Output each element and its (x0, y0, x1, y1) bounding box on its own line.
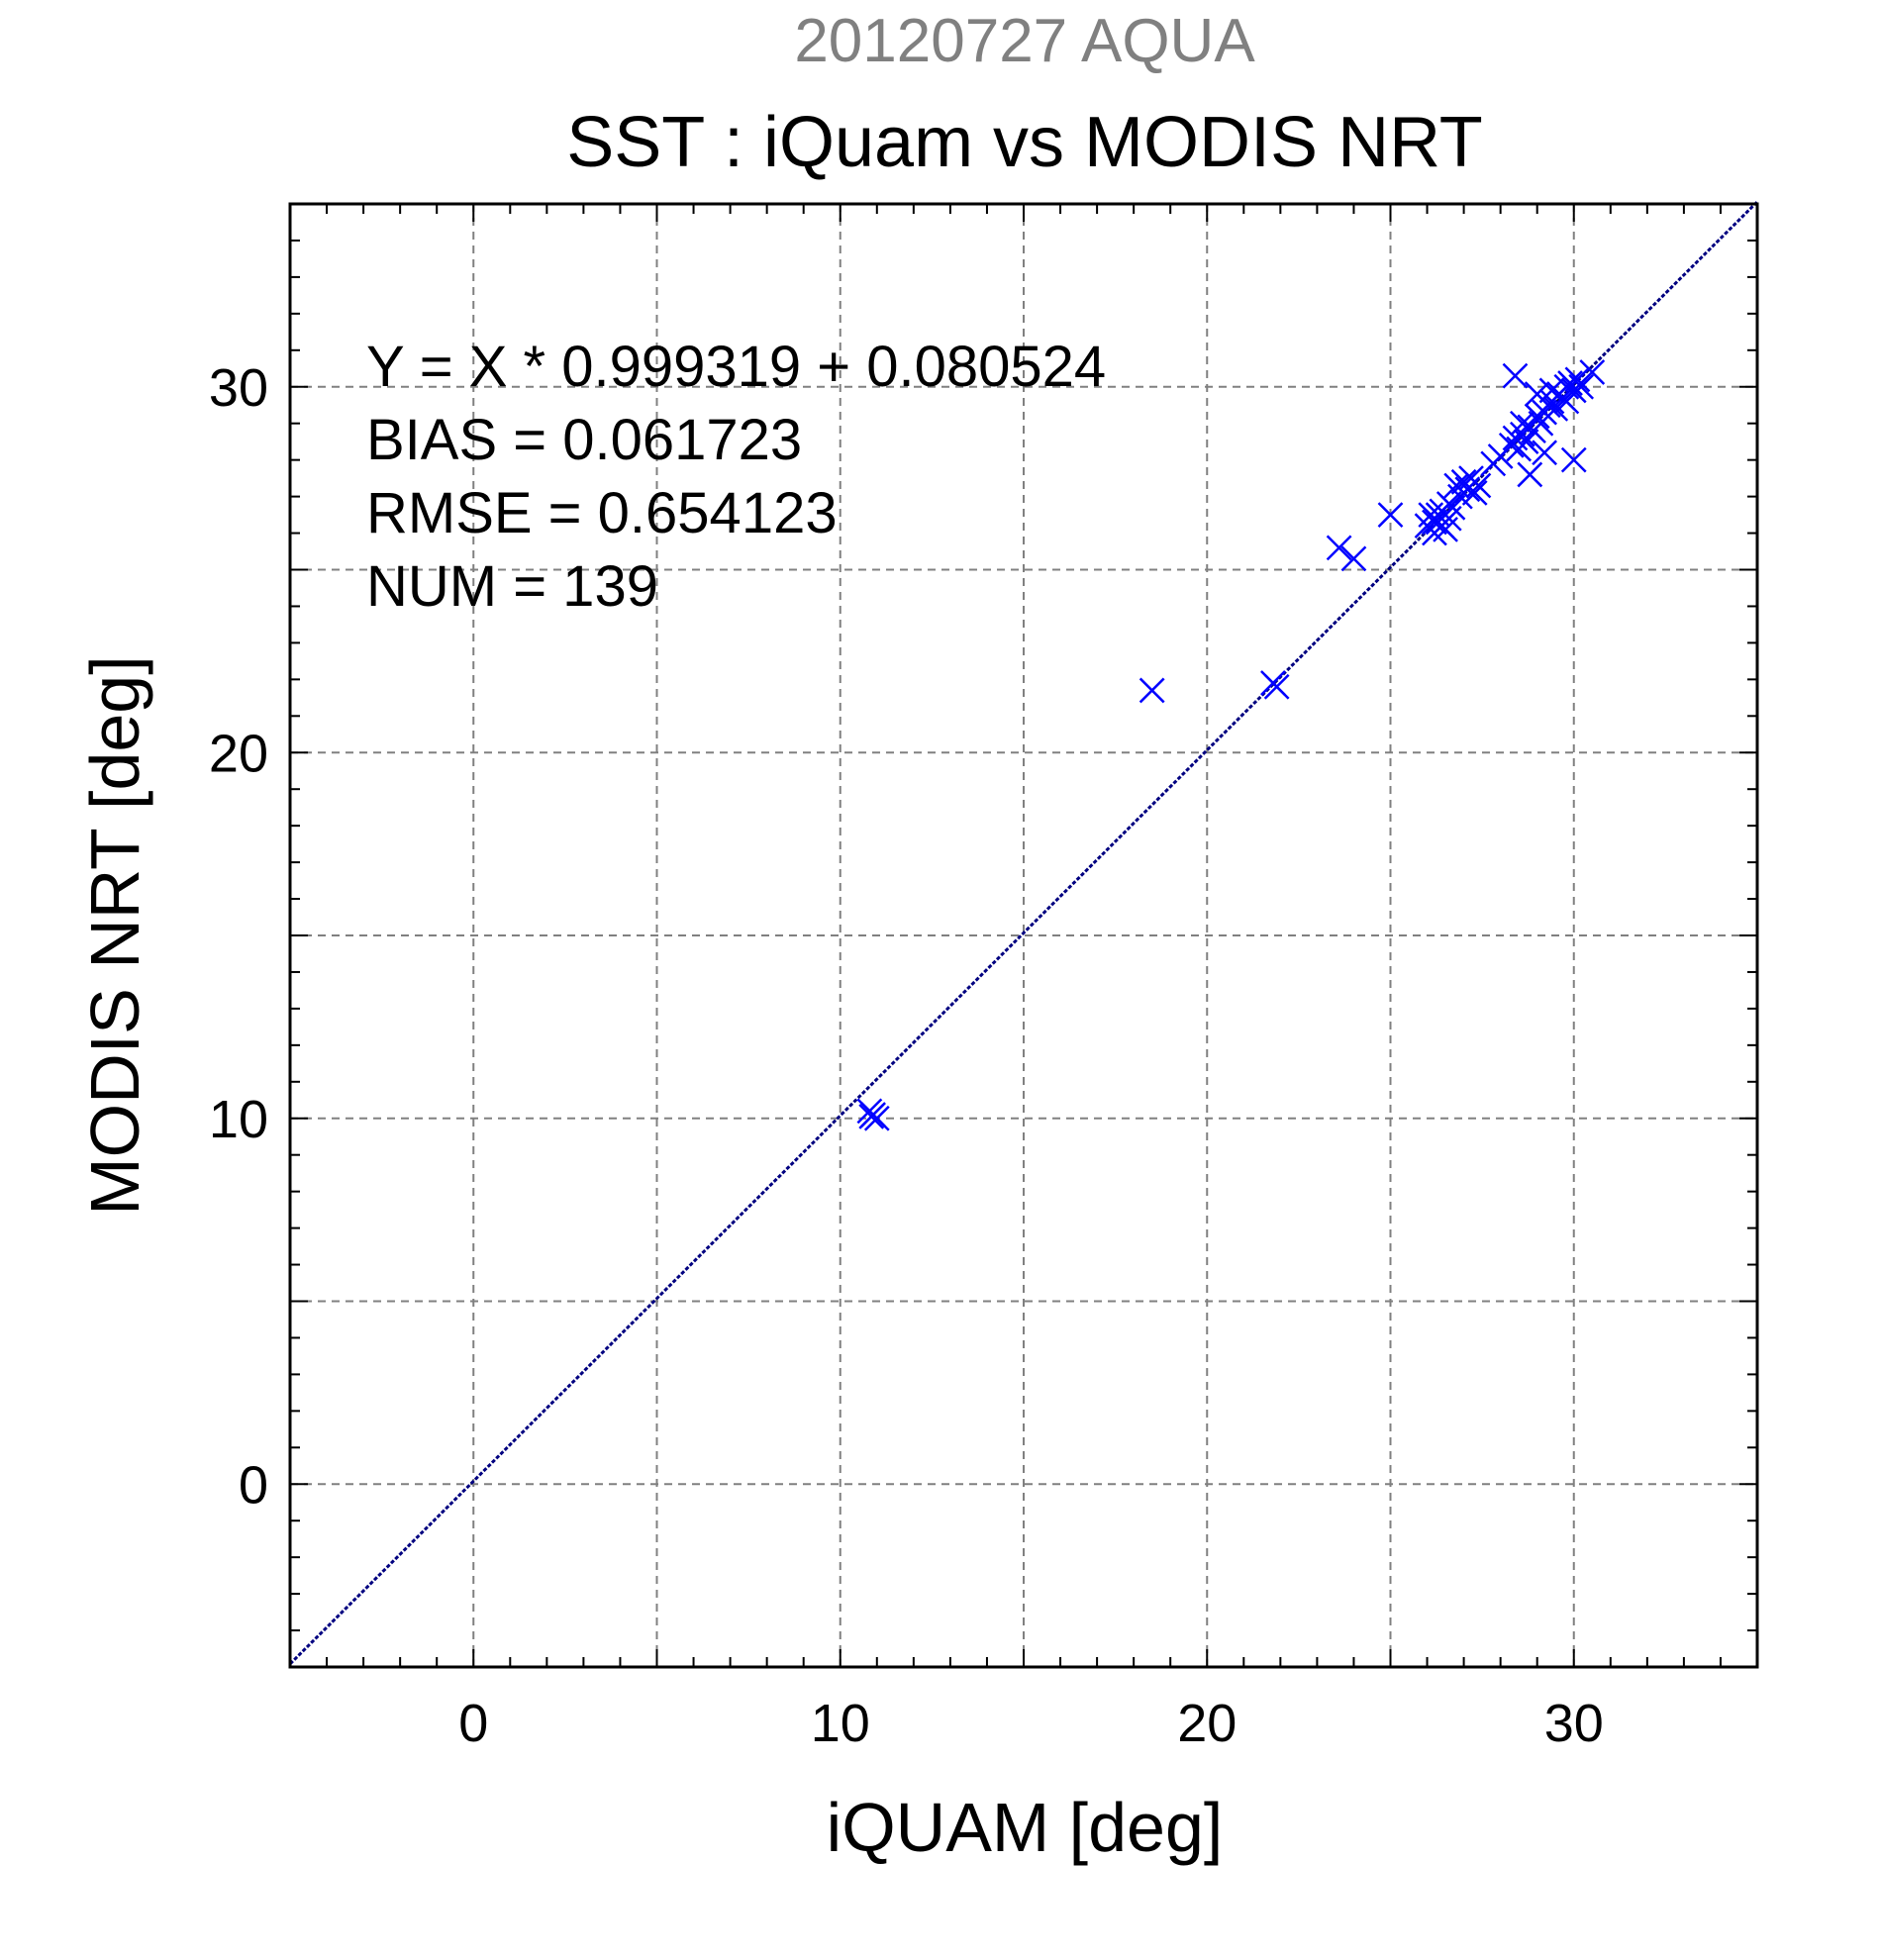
stat-rmse: RMSE = 0.654123 (366, 481, 838, 545)
data-point-stroke (1524, 381, 1550, 408)
data-point-stroke (863, 1105, 890, 1131)
data-point-stroke (1517, 461, 1543, 488)
data-point (1422, 509, 1447, 536)
data-point-stroke (1429, 513, 1455, 539)
data-point-stroke (1461, 480, 1488, 506)
data-point (1564, 366, 1591, 393)
data-point (1509, 410, 1535, 437)
data-point (1532, 440, 1557, 466)
data-point (1524, 381, 1550, 408)
data-point (1560, 446, 1587, 473)
data-point-stroke (1579, 359, 1606, 385)
x-tick-label: 20 (1177, 1694, 1237, 1753)
data-point-stroke (1509, 410, 1535, 437)
y-axis-label: MODIS NRT [deg] (76, 655, 153, 1215)
x-tick-label: 10 (811, 1694, 870, 1753)
stat-fit-equation: Y = X * 0.999319 + 0.080524 (366, 335, 1106, 399)
data-point (1517, 461, 1543, 488)
data-point (1538, 377, 1565, 404)
data-point (1377, 502, 1404, 528)
data-point (858, 1104, 885, 1129)
data-point-stroke (1138, 677, 1165, 704)
data-point-stroke (1502, 362, 1529, 389)
y-tick-label: 30 (209, 358, 268, 418)
x-tick-labels: 0 10 20 30 (458, 1694, 1604, 1753)
data-point (1461, 480, 1488, 506)
plot-frame (288, 202, 1759, 1669)
data-point-stroke (1340, 545, 1367, 572)
y-tick-label: 20 (209, 724, 268, 783)
data-point-stroke (1557, 370, 1583, 396)
data-point-stroke (1568, 373, 1595, 400)
data-points (856, 359, 1606, 1131)
data-point (1326, 535, 1352, 561)
data-point-stroke (1422, 509, 1447, 536)
chart-supertitle: 20120727 AQUA (794, 7, 1255, 75)
x-axis-label: iQUAM [deg] (827, 1789, 1224, 1866)
data-point (1340, 545, 1367, 572)
stats-box: Y = X * 0.999319 + 0.080524 BIAS = 0.061… (366, 335, 1106, 619)
stat-num: NUM = 139 (366, 554, 658, 619)
chart-title: SST : iQuam vs MODIS NRT (566, 103, 1483, 182)
data-point (1436, 491, 1462, 517)
data-point-stroke (1443, 472, 1470, 499)
data-point (1502, 362, 1529, 389)
data-point-stroke (1560, 446, 1587, 473)
grid-lines (290, 204, 1757, 1667)
x-tick-label: 0 (458, 1694, 488, 1753)
data-point-stroke (1564, 366, 1591, 393)
data-point-stroke (1326, 535, 1352, 561)
data-point (1138, 677, 1165, 704)
y-tick-labels: 0 10 20 30 (209, 358, 268, 1516)
data-point-stroke (1436, 491, 1462, 517)
data-point (863, 1105, 890, 1131)
data-point-stroke (1502, 425, 1529, 451)
data-point-stroke (1377, 502, 1404, 528)
data-point (1263, 673, 1290, 700)
data-point-stroke (1532, 440, 1557, 466)
y-tick-label: 0 (239, 1455, 268, 1515)
y-tick-label: 10 (209, 1090, 268, 1149)
data-point-stroke (1538, 377, 1565, 404)
data-point-stroke (1263, 673, 1290, 700)
x-tick-label: 30 (1544, 1694, 1604, 1753)
data-point (1568, 373, 1595, 400)
data-point (1579, 359, 1606, 385)
data-point-stroke (1465, 472, 1492, 499)
data-point (1465, 472, 1492, 499)
stat-bias: BIAS = 0.061723 (366, 408, 802, 472)
data-point-stroke (858, 1104, 885, 1129)
